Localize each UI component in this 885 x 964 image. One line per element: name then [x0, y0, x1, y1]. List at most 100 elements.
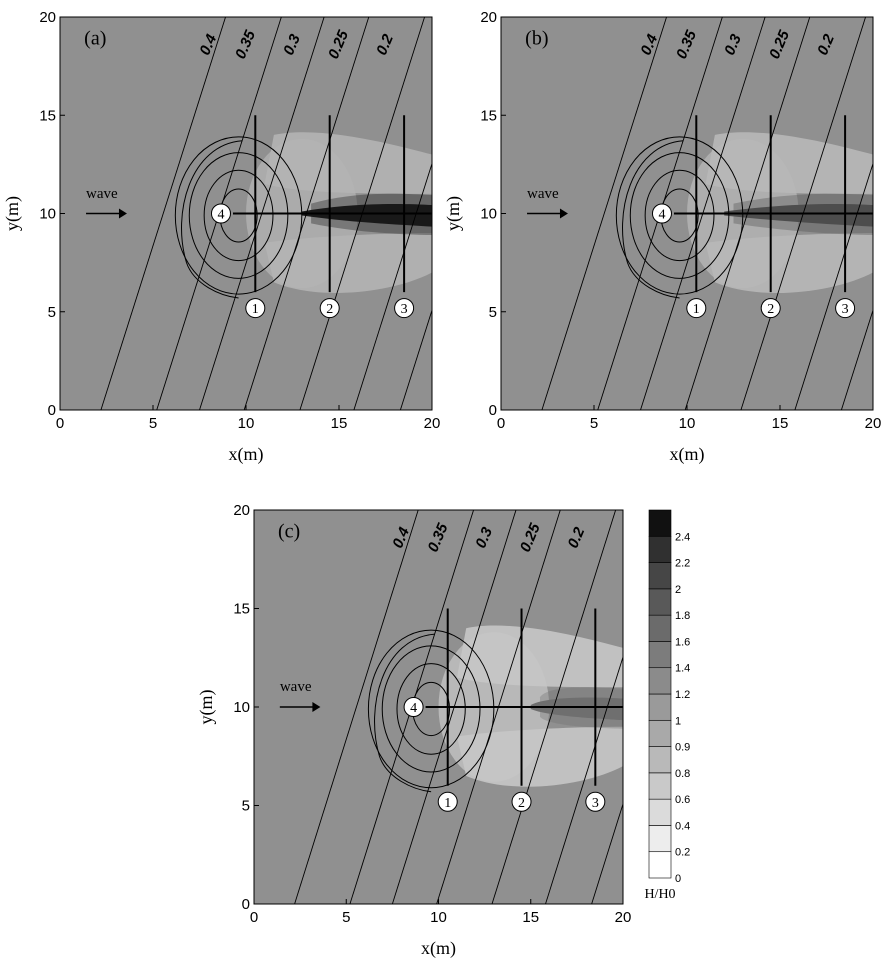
- transect-marker-label-1: 1: [444, 796, 451, 811]
- colorbar-swatch: [648, 667, 672, 695]
- wave-label: wave: [86, 186, 118, 202]
- shoal-contour: [381, 645, 481, 773]
- colorbar-swatch: [648, 693, 672, 721]
- colorbar-tick-label: 0.4: [675, 820, 690, 832]
- y-axis-label: y(m): [2, 196, 23, 231]
- transect-marker-label-3: 3: [842, 302, 849, 317]
- transect-marker-2: [511, 791, 532, 812]
- shoal-contour: [367, 629, 495, 789]
- colorbar-tick-label: 1.8: [675, 610, 690, 622]
- shoal-contour: [174, 136, 303, 295]
- y-axis-label: y(m): [443, 196, 464, 231]
- colorbar-swatch: [648, 614, 672, 642]
- depth-contour-line: [541, 17, 667, 410]
- x-tick-label: 15: [331, 415, 348, 432]
- colorbar-swatch: [648, 535, 672, 563]
- x-axis-label: x(m): [229, 444, 264, 465]
- y-tick-label: 5: [242, 798, 250, 815]
- x-tick-label: 15: [522, 909, 539, 926]
- colorbar-swatch: [648, 509, 672, 537]
- x-axis-label: x(m): [421, 938, 456, 959]
- transect-marker-3: [585, 791, 606, 812]
- y-tick-label: 20: [39, 9, 56, 26]
- colorbar-swatch: [648, 825, 672, 853]
- transect-marker-label-2: 2: [767, 302, 774, 317]
- x-tick-label: 10: [238, 415, 255, 432]
- panel-label: (b): [525, 28, 548, 50]
- x-tick-label: 5: [342, 909, 350, 926]
- transect-marker-label-2: 2: [326, 302, 333, 317]
- colorbar-tick-label: 2.4: [675, 531, 690, 543]
- focus-band: [530, 697, 623, 721]
- wave-arrowhead: [312, 702, 321, 712]
- colorbar-swatch: [648, 562, 672, 590]
- colorbar-swatch: [648, 772, 672, 800]
- colorbar-swatch: [648, 588, 672, 616]
- y-tick-label: 5: [489, 304, 497, 321]
- x-tick-label: 20: [615, 909, 632, 926]
- focus-band: [301, 204, 432, 227]
- transect-marker-label-1: 1: [693, 302, 700, 317]
- transect-marker-3: [394, 298, 415, 319]
- transect-marker-1: [245, 298, 266, 319]
- x-tick-label: 10: [679, 415, 696, 432]
- transect-marker-4: [210, 203, 231, 224]
- y-axis-label: y(m): [196, 690, 217, 725]
- y-tick-label: 10: [233, 699, 250, 716]
- transect-marker-label-2: 2: [518, 796, 525, 811]
- x-tick-label: 5: [149, 415, 157, 432]
- colorbar-swatch: [648, 641, 672, 669]
- colorbar-swatch: [648, 719, 672, 747]
- wave-label: wave: [527, 186, 559, 202]
- y-tick-label: 15: [39, 107, 56, 124]
- colorbar-tick-label: 2: [675, 584, 681, 596]
- transect-marker-4: [651, 203, 672, 224]
- transect-marker-label-4: 4: [410, 701, 417, 716]
- depth-contour-line: [591, 802, 623, 904]
- panel-label: (a): [84, 28, 106, 50]
- y-tick-label: 10: [480, 206, 497, 223]
- y-tick-label: 15: [480, 107, 497, 124]
- transect-marker-4: [403, 697, 424, 717]
- y-tick-label: 0: [48, 402, 56, 419]
- y-tick-label: 0: [489, 402, 497, 419]
- colorbar-tick-label: 0.2: [675, 847, 690, 859]
- transect-marker-label-4: 4: [658, 208, 665, 223]
- colorbar-tick-label: 1.2: [675, 689, 690, 701]
- colorbar-tick-label: 1.4: [675, 663, 690, 675]
- plot-area: [254, 510, 623, 904]
- shoal-edge: [181, 140, 243, 299]
- x-tick-label: 15: [772, 415, 789, 432]
- y-tick-label: 10: [39, 206, 56, 223]
- shoal-contour: [188, 152, 289, 279]
- y-tick-label: 5: [48, 304, 56, 321]
- transect-marker-label-3: 3: [592, 796, 599, 811]
- shoal-contour: [615, 136, 744, 295]
- transect-marker-3: [835, 298, 856, 319]
- x-tick-label: 10: [430, 909, 447, 926]
- depth-contour-line: [294, 510, 419, 904]
- depth-contour-line: [840, 308, 873, 410]
- depth-contour-line: [399, 308, 432, 410]
- x-tick-label: 20: [424, 415, 441, 432]
- y-tick-label: 20: [480, 9, 497, 26]
- colorbar-swatch: [648, 851, 672, 879]
- shoal-edge: [374, 633, 435, 793]
- x-tick-label: 20: [865, 415, 882, 432]
- transect-marker-label-3: 3: [401, 302, 408, 317]
- x-tick-label: 0: [250, 909, 258, 926]
- depth-contour-line: [100, 17, 226, 410]
- panel-label: (c): [278, 521, 300, 543]
- colorbar-tick-label: 1.6: [675, 636, 690, 648]
- transect-marker-2: [760, 298, 781, 319]
- transect-marker-label-1: 1: [252, 302, 259, 317]
- x-axis-label: x(m): [670, 444, 705, 465]
- shoal-edge: [622, 140, 684, 299]
- transect-marker-2: [319, 298, 340, 319]
- transect-marker-label-4: 4: [217, 208, 224, 223]
- colorbar-tick-label: 0.9: [675, 742, 690, 754]
- x-tick-label: 0: [497, 415, 505, 432]
